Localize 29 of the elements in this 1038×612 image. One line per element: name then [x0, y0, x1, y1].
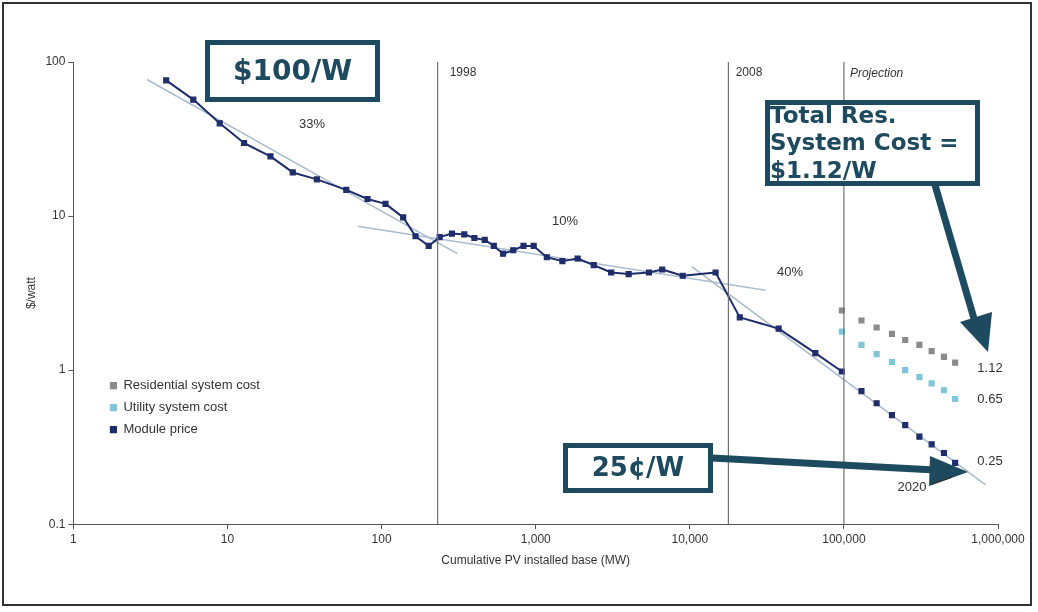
legend-label: Residential system cost: [123, 377, 261, 393]
x-axis-title: Cumulative PV installed base (MW): [441, 553, 631, 568]
x-tick-label: 10,000: [671, 531, 709, 546]
x-tick-label: 100: [371, 531, 392, 546]
y-tick-label: 0.1: [48, 516, 66, 531]
x-tick-label: 1,000,000: [971, 531, 1026, 546]
annotation: Total Res. System Cost = $1.12/W: [765, 100, 980, 186]
annotation: 25¢/W: [563, 443, 713, 493]
annotation: 0.25: [976, 452, 1004, 470]
x-tick-label: 10: [220, 531, 235, 546]
annotation: 2020: [896, 478, 928, 496]
y-axis-title: $/watt: [23, 276, 38, 310]
y-tick-label: 1: [58, 362, 66, 377]
x-tick-label: 1: [70, 531, 78, 546]
legend-label: Module price: [123, 421, 198, 437]
ref-line-label: Projection: [849, 66, 904, 81]
annotation: 10%: [551, 212, 579, 230]
annotation: $100/W: [205, 40, 380, 102]
y-tick-label: 100: [45, 54, 66, 69]
x-tick-label: 100,000: [822, 531, 866, 546]
annotation: 1.12: [976, 359, 1004, 377]
annotation: 33%: [298, 115, 326, 133]
legend-label: Utility system cost: [123, 399, 228, 415]
annotation: 1998: [448, 64, 478, 81]
annotation: 2008: [734, 64, 764, 81]
x-tick-label: 1,000: [520, 531, 552, 546]
annotation: 0.65: [976, 390, 1004, 408]
y-tick-label: 10: [52, 208, 66, 223]
annotation: 40%: [776, 263, 804, 281]
